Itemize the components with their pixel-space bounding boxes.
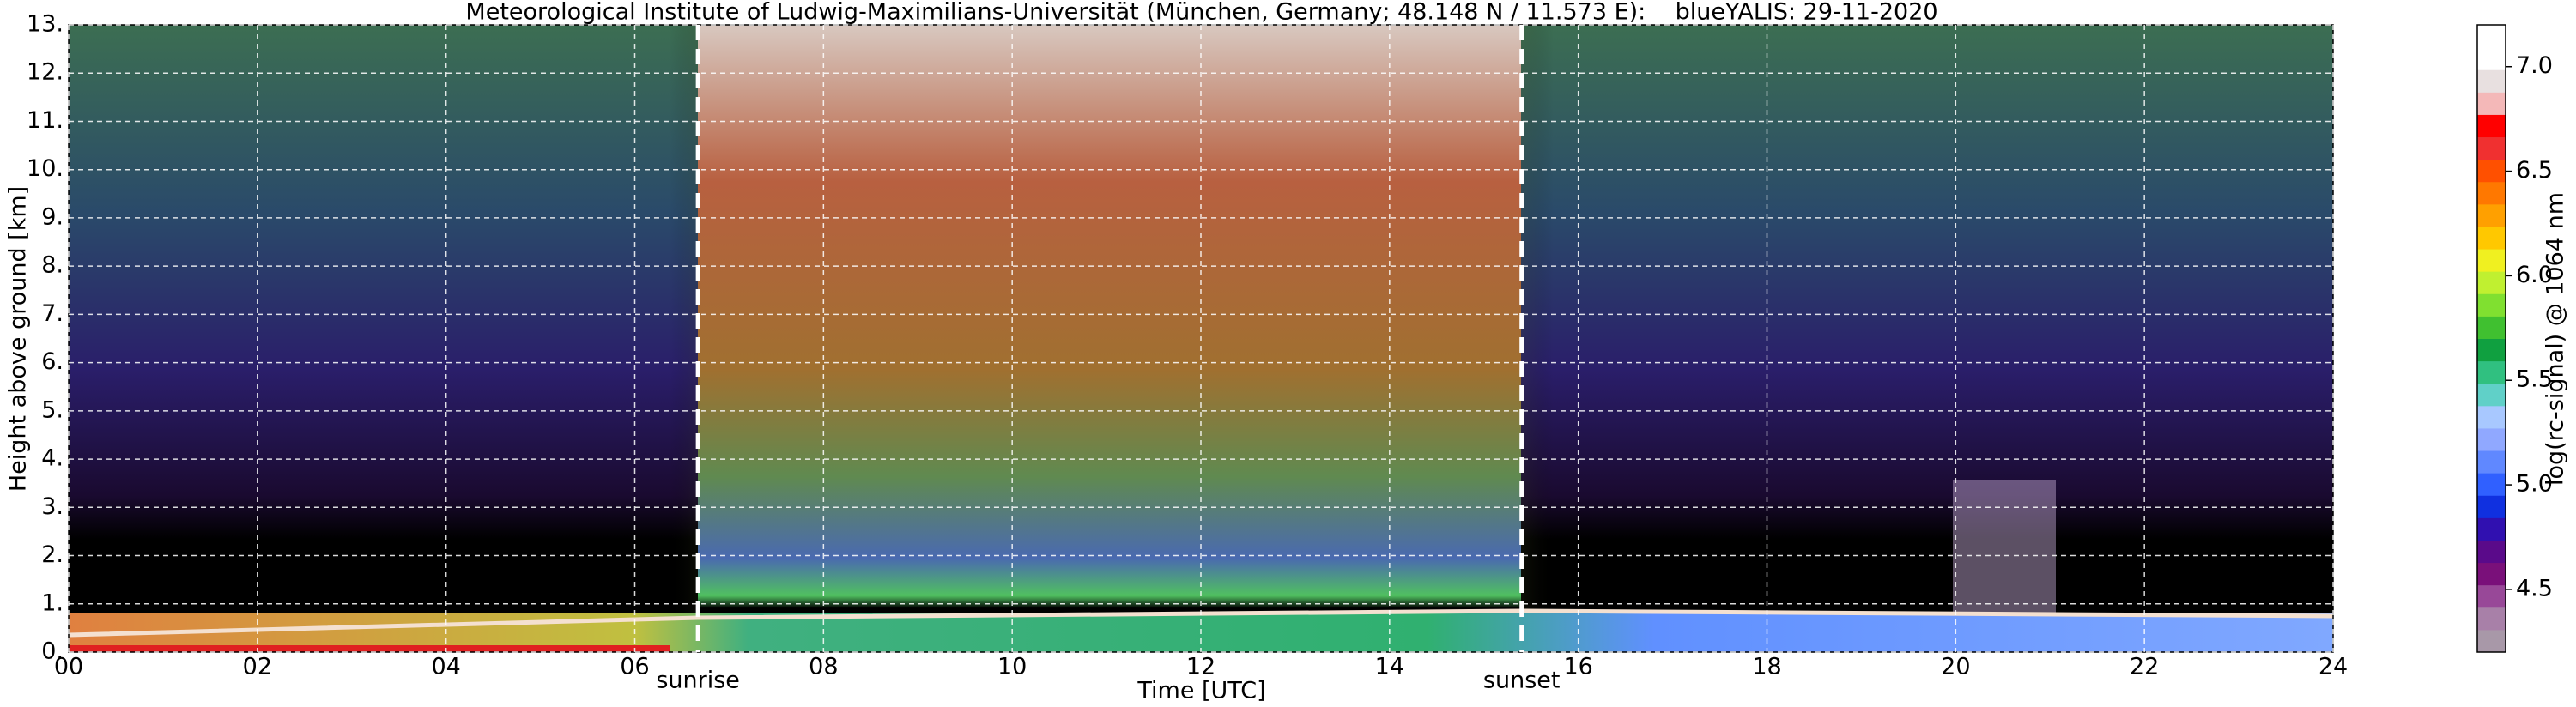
x-tick-label: 04: [431, 654, 460, 680]
annotation-label: sunset: [1483, 668, 1561, 694]
cloud-signal: [1953, 480, 2056, 618]
y-tick-label: 6.: [41, 348, 64, 375]
x-tick-label: 20: [1941, 654, 1970, 680]
y-tick-label: 4.: [41, 445, 64, 472]
y-tick-label: 5.: [41, 396, 64, 423]
colorbar-segment: [2477, 495, 2506, 518]
colorbar-tick-label: 5.0: [2516, 471, 2553, 498]
colorbar-segment: [2477, 450, 2506, 474]
x-tick-label: 08: [809, 654, 838, 680]
y-axis-label: Height above ground [km]: [5, 186, 32, 492]
colorbar-label: log(rc-signal) @ 1064 nm: [2543, 192, 2569, 486]
x-tick-label: 02: [243, 654, 272, 680]
y-tick-label: 13.: [27, 11, 64, 38]
x-tick-label: 16: [1563, 654, 1592, 680]
y-tick-label: 1.: [41, 589, 64, 616]
x-tick-label: 18: [1752, 654, 1781, 680]
colorbar-segment: [2477, 360, 2506, 384]
colorbar-tick-label: 5.5: [2516, 366, 2553, 393]
colorbar-segment: [2477, 540, 2506, 564]
boundary-top: [68, 608, 2334, 638]
colorbar-segment: [2477, 92, 2506, 115]
y-tick-label: 3.: [41, 493, 64, 520]
colorbar-segment: [2477, 47, 2506, 70]
colorbar-segment: [2477, 203, 2506, 227]
y-tick-label: 0.: [41, 638, 64, 665]
colorbar-segment: [2477, 316, 2506, 339]
colorbar-segment: [2477, 226, 2506, 250]
colorbar-tick-label: 6.5: [2516, 157, 2553, 184]
colorbar-segment: [2477, 114, 2506, 138]
colorbar-segment: [2477, 338, 2506, 362]
x-tick-label: 24: [2318, 654, 2348, 680]
day-signal: [698, 25, 1521, 652]
surface-signal: [69, 645, 670, 652]
y-tick-label: 7.: [41, 300, 64, 327]
colorbar-tick-label: 7.0: [2516, 52, 2553, 79]
colorbar-segment: [2477, 383, 2506, 407]
annotation-label: sunrise: [656, 668, 740, 694]
colorbar-segment: [2477, 271, 2506, 294]
colorbar-frame: [2476, 24, 2506, 653]
colorbar-segment: [2477, 181, 2506, 205]
y-tick-label: 12.: [27, 59, 64, 86]
y-tick-label: 11.: [27, 107, 64, 134]
y-tick-label: 9.: [41, 203, 64, 230]
x-tick-label: 06: [620, 654, 649, 680]
colorbar-segment: [2477, 69, 2506, 93]
chart-title: Meteorological Institute of Ludwig-Maxim…: [465, 0, 1937, 26]
colorbar-segment: [2477, 427, 2506, 451]
x-tick-label: 00: [54, 654, 83, 680]
y-tick-label: 2.: [41, 541, 64, 568]
colorbar-segment: [2477, 249, 2506, 272]
colorbar-tick-label: 6.0: [2516, 262, 2553, 288]
y-tick-label: 10.: [27, 155, 64, 182]
colorbar-segment: [2477, 629, 2506, 653]
colorbar-segment: [2477, 293, 2506, 317]
colorbar-segment: [2477, 607, 2506, 631]
x-tick-label: 10: [997, 654, 1027, 680]
y-tick-label: 8.: [41, 252, 64, 279]
colorbar-segment: [2477, 25, 2506, 48]
colorbar-segment: [2477, 473, 2506, 496]
x-tick-label: 12: [1186, 654, 1215, 680]
colorbar-tick-label: 4.5: [2516, 575, 2553, 601]
colorbar-segment: [2477, 405, 2506, 429]
colorbar-segment: [2477, 159, 2506, 183]
x-axis-label: Time [UTC]: [1136, 678, 1265, 704]
colorbar-segment: [2477, 584, 2506, 608]
colorbar-segment: [2477, 517, 2506, 541]
x-tick-label: 14: [1375, 654, 1404, 680]
colorbar-segment: [2477, 562, 2506, 586]
colorbar-segment: [2477, 136, 2506, 160]
x-tick-label: 22: [2130, 654, 2159, 680]
